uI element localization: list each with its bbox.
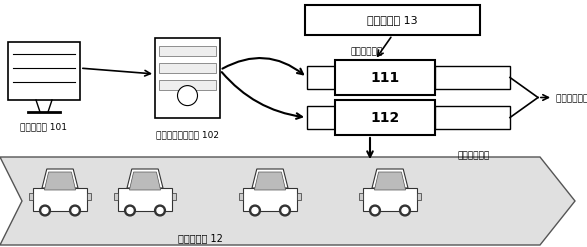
Bar <box>159 46 216 56</box>
Bar <box>359 192 363 200</box>
Text: 板橋输送机 12: 板橋输送机 12 <box>177 233 222 243</box>
Text: 物料打端设备: 物料打端设备 <box>457 151 490 160</box>
Bar <box>155 38 220 118</box>
Circle shape <box>402 207 408 213</box>
Polygon shape <box>254 172 286 190</box>
Polygon shape <box>375 172 406 190</box>
Text: 物料抒取设备: 物料抒取设备 <box>350 47 383 56</box>
Bar <box>307 66 335 89</box>
Circle shape <box>70 205 80 216</box>
Polygon shape <box>372 169 408 188</box>
Text: 可编程逻辑控制器 102: 可编程逻辑控制器 102 <box>156 130 219 139</box>
Bar <box>118 188 172 210</box>
Circle shape <box>372 207 378 213</box>
Bar <box>239 192 243 200</box>
Circle shape <box>282 207 288 213</box>
Circle shape <box>42 207 48 213</box>
Circle shape <box>124 205 136 216</box>
Bar <box>435 66 510 89</box>
Bar <box>8 42 80 100</box>
Bar <box>33 188 87 210</box>
Text: 111: 111 <box>370 70 400 84</box>
Circle shape <box>39 205 50 216</box>
Polygon shape <box>42 169 78 188</box>
Polygon shape <box>0 157 575 245</box>
Polygon shape <box>45 172 76 190</box>
Bar <box>29 192 33 200</box>
Circle shape <box>72 207 78 213</box>
Text: 设备运行轨道 11: 设备运行轨道 11 <box>556 93 587 102</box>
Polygon shape <box>252 169 288 188</box>
Circle shape <box>400 205 410 216</box>
Bar <box>363 188 417 210</box>
Circle shape <box>154 205 166 216</box>
Circle shape <box>279 205 291 216</box>
Bar <box>172 192 176 200</box>
Text: 系统控制器 101: 系统控制器 101 <box>21 122 68 131</box>
Bar <box>243 188 297 210</box>
Circle shape <box>157 207 163 213</box>
Circle shape <box>249 205 261 216</box>
Bar <box>307 106 335 129</box>
Circle shape <box>177 86 197 106</box>
Circle shape <box>370 205 380 216</box>
Bar <box>159 80 216 90</box>
Polygon shape <box>127 169 163 188</box>
Bar <box>159 63 216 73</box>
Polygon shape <box>129 172 161 190</box>
Circle shape <box>127 207 133 213</box>
Bar <box>335 60 435 95</box>
Text: 物料存储区 13: 物料存储区 13 <box>367 15 418 25</box>
Circle shape <box>252 207 258 213</box>
Text: 112: 112 <box>370 110 400 124</box>
Bar <box>335 100 435 135</box>
Bar <box>87 192 90 200</box>
Bar <box>417 192 421 200</box>
Bar <box>297 192 301 200</box>
Bar <box>114 192 118 200</box>
Bar <box>305 5 480 35</box>
Bar <box>435 106 510 129</box>
